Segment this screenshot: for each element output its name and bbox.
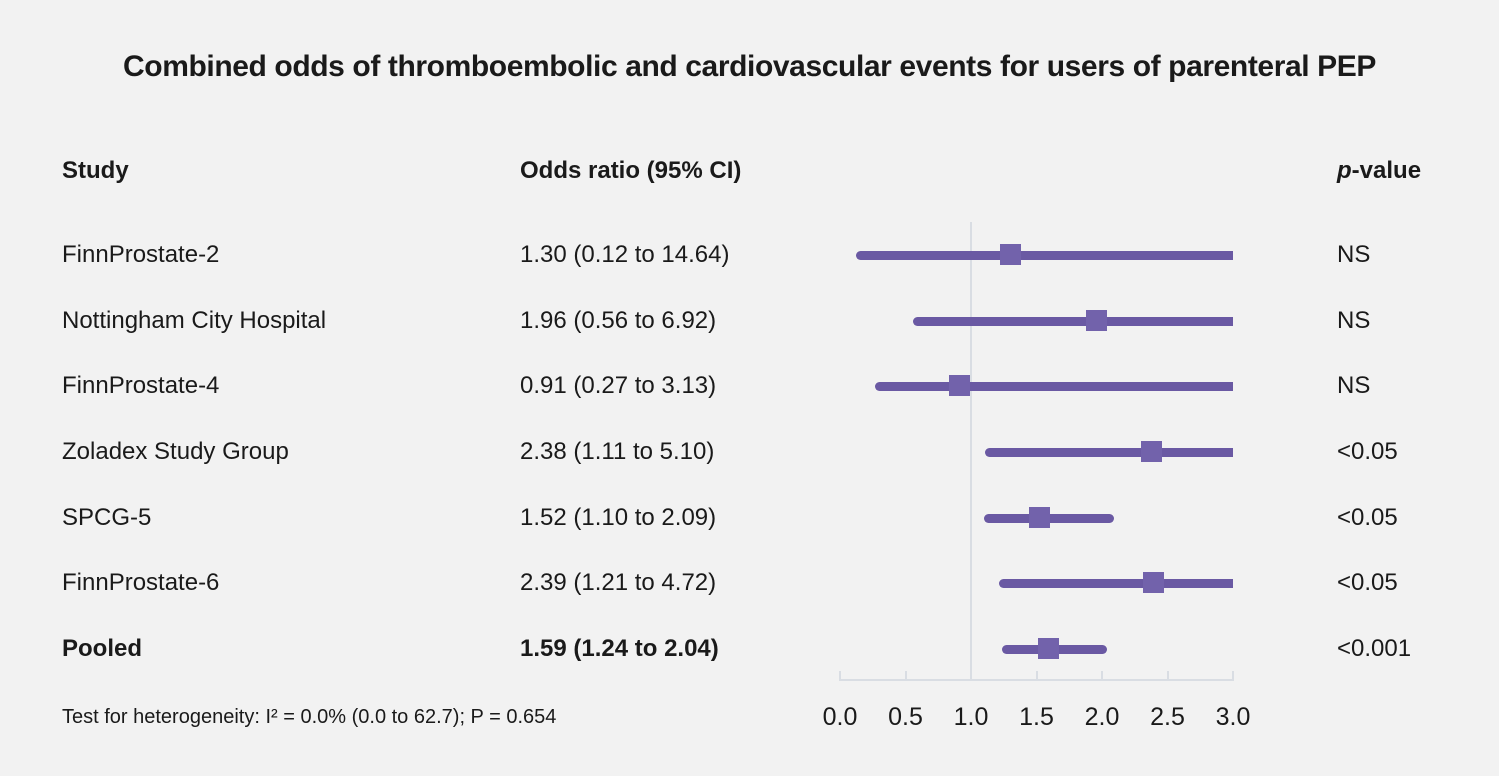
odds-ratio-label: 1.59 (1.24 to 2.04) — [520, 635, 719, 662]
axis-tick-label: 0.0 — [822, 703, 858, 731]
axis-tick-label: 2.0 — [1084, 703, 1120, 731]
axis-tick-label: 2.5 — [1150, 703, 1185, 731]
odds-ratio-label: 2.39 (1.21 to 4.72) — [520, 569, 717, 596]
estimate-marker — [1142, 572, 1164, 593]
odds-ratio-label: 0.91 (0.27 to 3.13) — [520, 372, 717, 399]
odds-ratio-label: 2.38 (1.11 to 5.10) — [520, 438, 715, 465]
study-label: FinnProstate-6 — [62, 569, 220, 596]
study-label: SPCG-5 — [62, 504, 152, 531]
p-value-label: <0.05 — [1337, 504, 1398, 531]
chart-title: Combined odds of thromboembolic and card… — [123, 50, 1376, 83]
axis-tick — [970, 671, 972, 681]
axis-tick — [904, 671, 907, 681]
odds-ratio-label: 1.52 (1.10 to 2.09) — [520, 504, 717, 531]
axis-tick-label: 3.0 — [1215, 703, 1251, 731]
axis-tick — [1232, 671, 1234, 681]
p-value-label: <0.001 — [1337, 635, 1412, 662]
study-label: Nottingham City Hospital — [62, 307, 327, 334]
axis-tick — [839, 671, 841, 681]
p-value-label: NS — [1337, 307, 1371, 334]
p-value-label: <0.05 — [1337, 438, 1398, 465]
heterogeneity-note: Test for heterogeneity: I² = 0.0% (0.0 t… — [62, 706, 557, 728]
odds-ratio-label: 1.96 (0.56 to 6.92) — [520, 307, 717, 334]
ci-line — [998, 579, 1233, 588]
p-value-label: NS — [1337, 241, 1371, 268]
p-value-label: <0.05 — [1337, 569, 1398, 596]
ci-line — [985, 448, 1233, 457]
estimate-marker — [1086, 310, 1108, 331]
column-header-p-value: p-value — [1337, 154, 1421, 188]
study-label: FinnProstate-2 — [62, 241, 220, 268]
axis-tick-label: 1.0 — [953, 703, 989, 731]
study-label: Zoladex Study Group — [62, 438, 289, 465]
column-header-odds-ratio: Odds ratio (95% CI) — [520, 157, 742, 184]
axis-tick — [1101, 671, 1103, 681]
estimate-marker — [1141, 441, 1163, 462]
reference-line — [970, 222, 972, 681]
odds-ratio-label: 1.30 (0.12 to 14.64) — [520, 241, 730, 268]
estimate-marker — [999, 244, 1021, 265]
axis-tick — [1035, 671, 1038, 681]
p-value-header-suffix: -value — [1351, 157, 1422, 184]
estimate-marker — [1028, 507, 1050, 528]
column-header-study: Study — [62, 157, 129, 184]
study-label: FinnProstate-4 — [62, 372, 220, 399]
ci-line — [875, 382, 1233, 391]
p-value-header-italic-p: p — [1337, 157, 1352, 184]
estimate-marker — [948, 375, 970, 396]
axis-tick — [1166, 671, 1169, 681]
estimate-marker — [1037, 638, 1059, 659]
p-value-label: NS — [1337, 372, 1371, 399]
ci-line — [913, 317, 1233, 326]
axis-tick-label: 1.5 — [1019, 703, 1054, 731]
study-label: Pooled — [62, 635, 143, 662]
ci-line — [855, 251, 1233, 260]
axis-tick-label: 0.5 — [888, 703, 923, 731]
